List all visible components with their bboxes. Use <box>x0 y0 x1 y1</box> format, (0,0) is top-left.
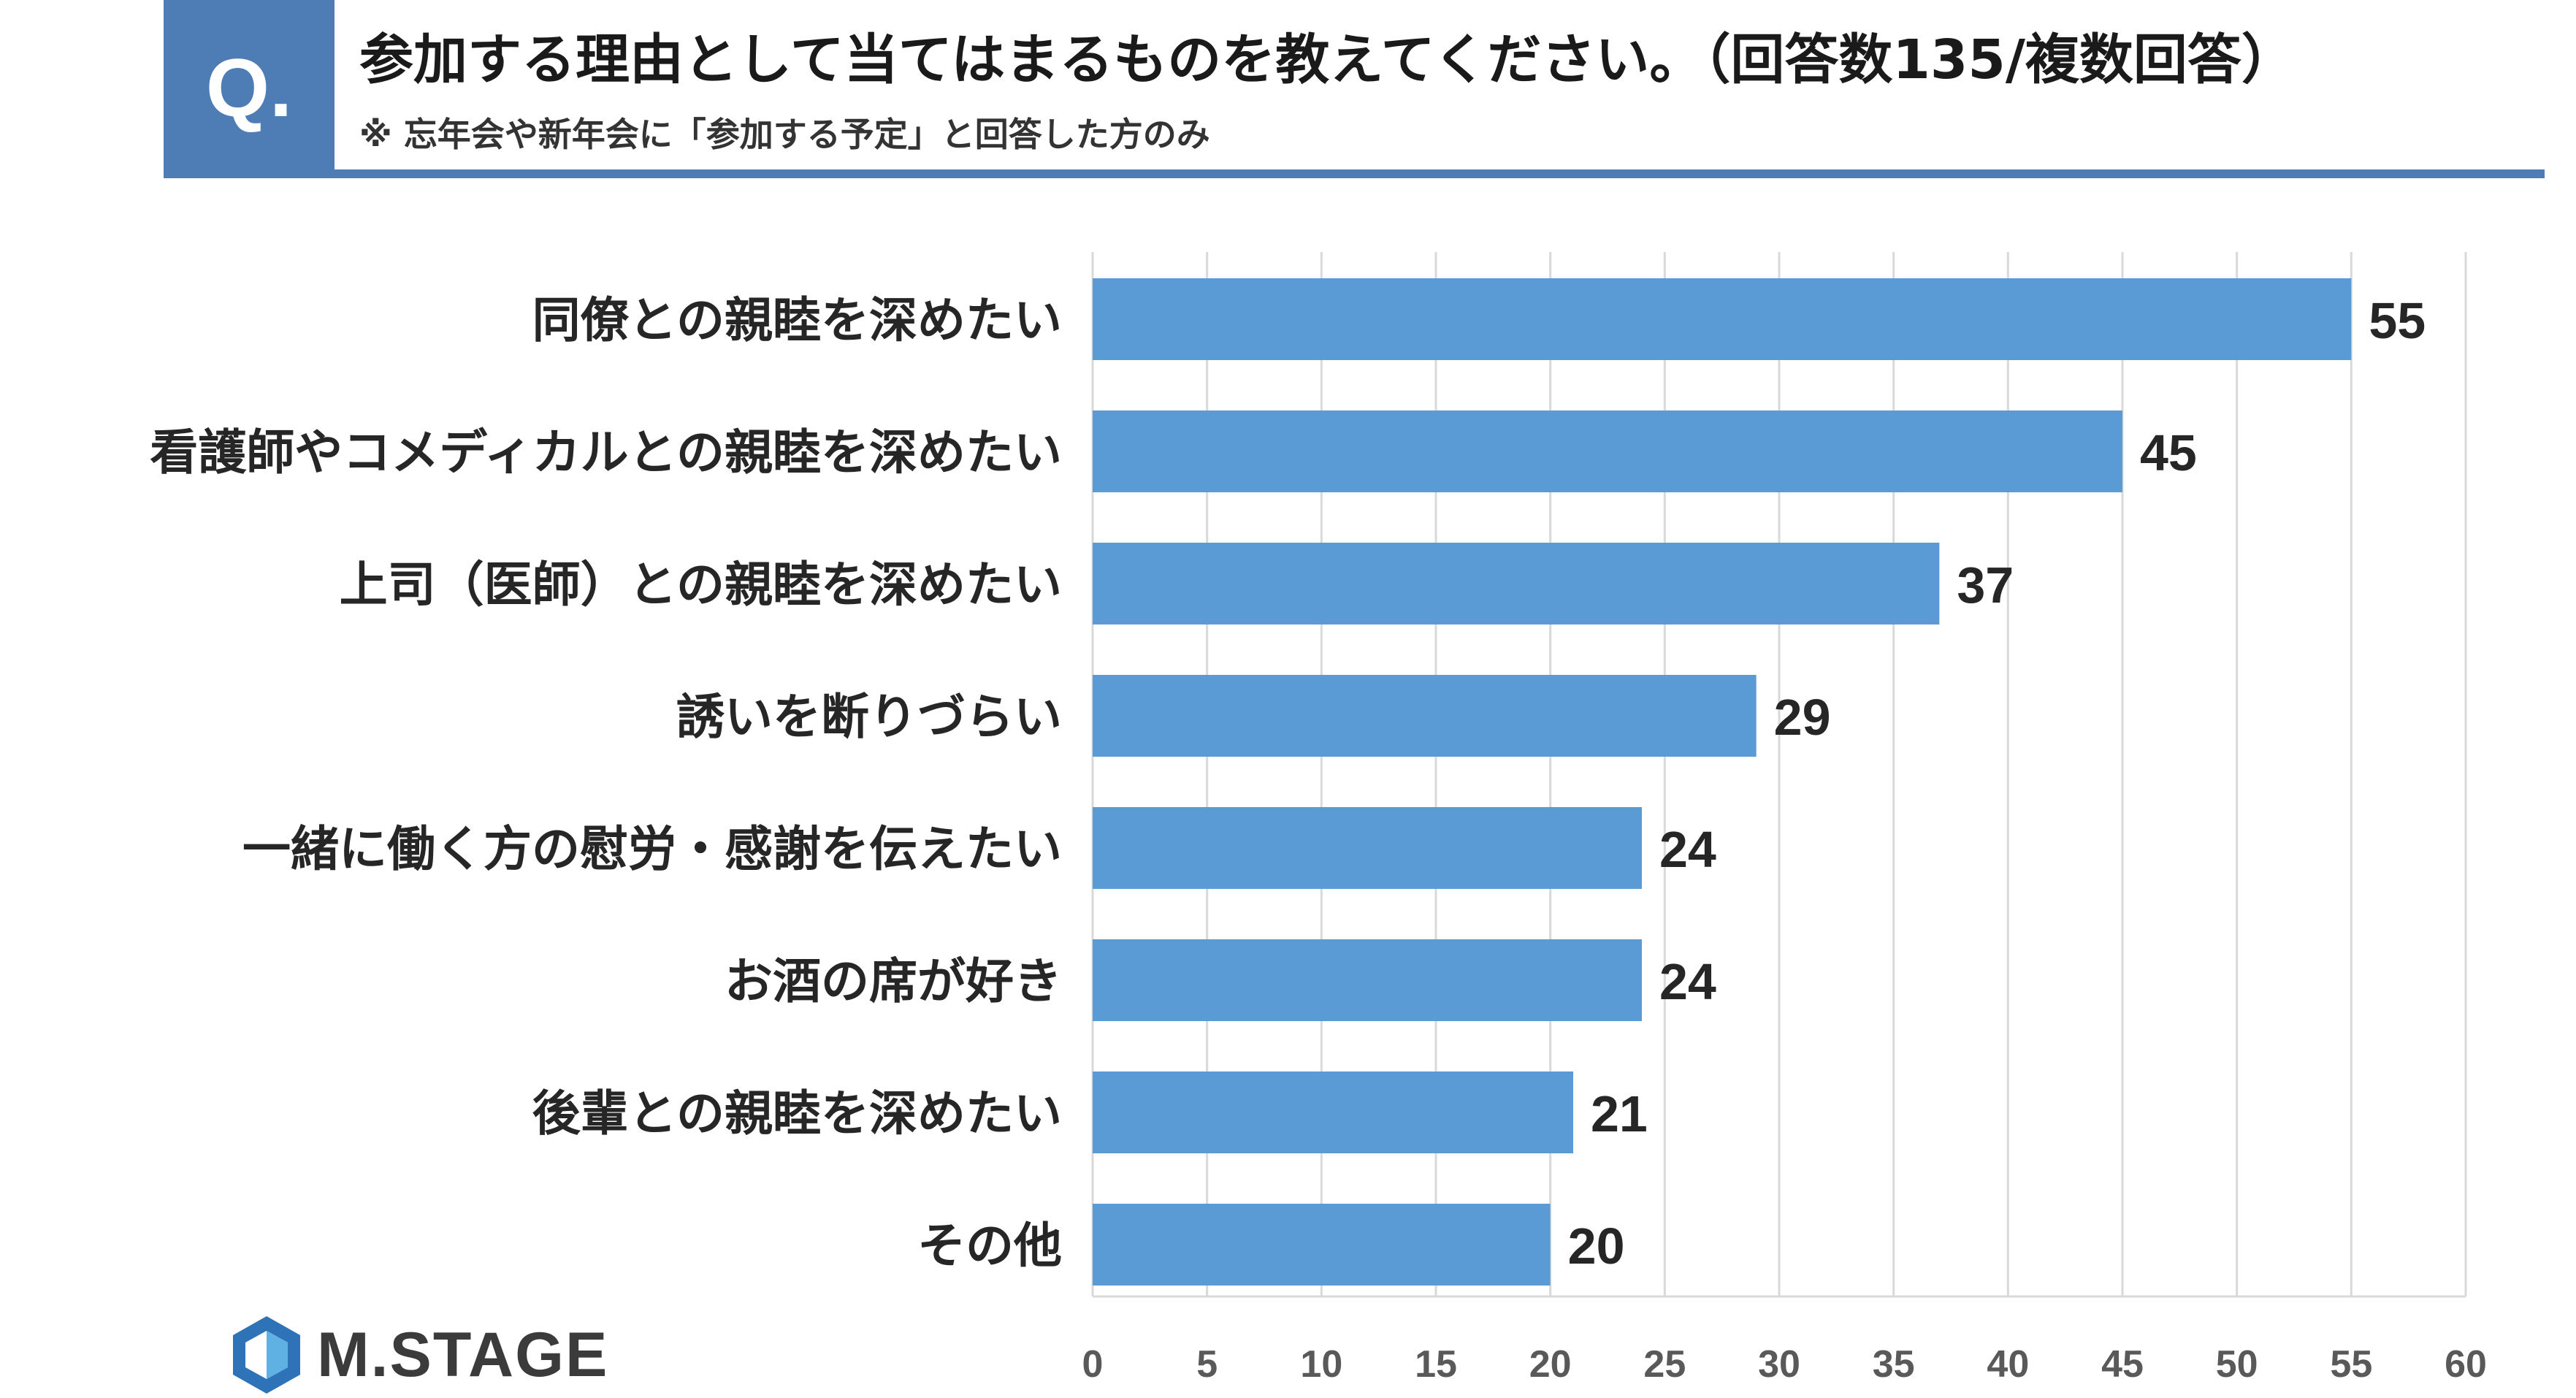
value-label: 45 <box>2140 424 2197 481</box>
question-note: ※ 忘年会や新年会に「参加する予定」と回答した方のみ <box>359 115 1210 154</box>
question-header: Q. 参加する理由として当てはまるものを教えてください。（回答数135/複数回答… <box>0 0 2576 183</box>
bar <box>1093 675 1757 757</box>
value-label: 24 <box>1659 953 1716 1010</box>
category-label: 後輩との親睦を深めたい <box>532 1085 1062 1142</box>
question-title: 参加する理由として当てはまるものを教えてください。（回答数135/複数回答） <box>359 28 2296 91</box>
value-label: 20 <box>1568 1218 1625 1275</box>
value-label: 24 <box>1659 821 1716 878</box>
x-tick-label: 45 <box>2101 1343 2144 1386</box>
x-tick-label: 55 <box>2330 1343 2372 1386</box>
category-label: 一緒に働く方の慰労・感謝を伝えたい <box>242 821 1062 877</box>
question-badge: Q. <box>164 0 335 175</box>
bar <box>1093 410 2122 492</box>
x-tick-label: 10 <box>1300 1343 1342 1386</box>
bar <box>1093 807 1642 889</box>
company-logo: M.STAGE <box>226 1315 635 1395</box>
bar <box>1093 543 1940 624</box>
logo-mark-icon <box>233 1316 300 1394</box>
category-label: 上司（医師）との親睦を深めたい <box>340 557 1062 613</box>
value-label: 21 <box>1591 1085 1648 1142</box>
category-label: 誘いを断りづらい <box>676 689 1062 745</box>
category-label: 看護師やコメディカルとの親睦を深めたい <box>150 424 1062 481</box>
bar <box>1093 1204 1551 1286</box>
x-tick-label: 20 <box>1529 1343 1572 1386</box>
bar <box>1093 939 1642 1021</box>
logo-wordmark: M.STAGE <box>317 1320 609 1390</box>
header-rule <box>164 169 2545 178</box>
x-tick-label: 0 <box>1082 1343 1104 1386</box>
value-label: 55 <box>2369 292 2426 349</box>
category-label: お酒の席が好き <box>725 953 1062 1009</box>
bar <box>1093 278 2352 360</box>
x-tick-label: 5 <box>1196 1343 1218 1386</box>
x-tick-label: 60 <box>2445 1343 2487 1386</box>
x-tick-label: 30 <box>1758 1343 1800 1386</box>
x-tick-label: 40 <box>1987 1343 2029 1386</box>
x-tick-label: 25 <box>1643 1343 1686 1386</box>
value-label: 37 <box>1957 557 2014 614</box>
x-tick-label: 15 <box>1415 1343 1457 1386</box>
value-label: 29 <box>1774 689 1831 746</box>
x-tick-label: 50 <box>2216 1343 2258 1386</box>
category-label: その他 <box>917 1218 1062 1274</box>
category-label: 同僚との親睦を深めたい <box>532 292 1062 348</box>
x-tick-label: 35 <box>1873 1343 1915 1386</box>
bar <box>1093 1072 1573 1153</box>
